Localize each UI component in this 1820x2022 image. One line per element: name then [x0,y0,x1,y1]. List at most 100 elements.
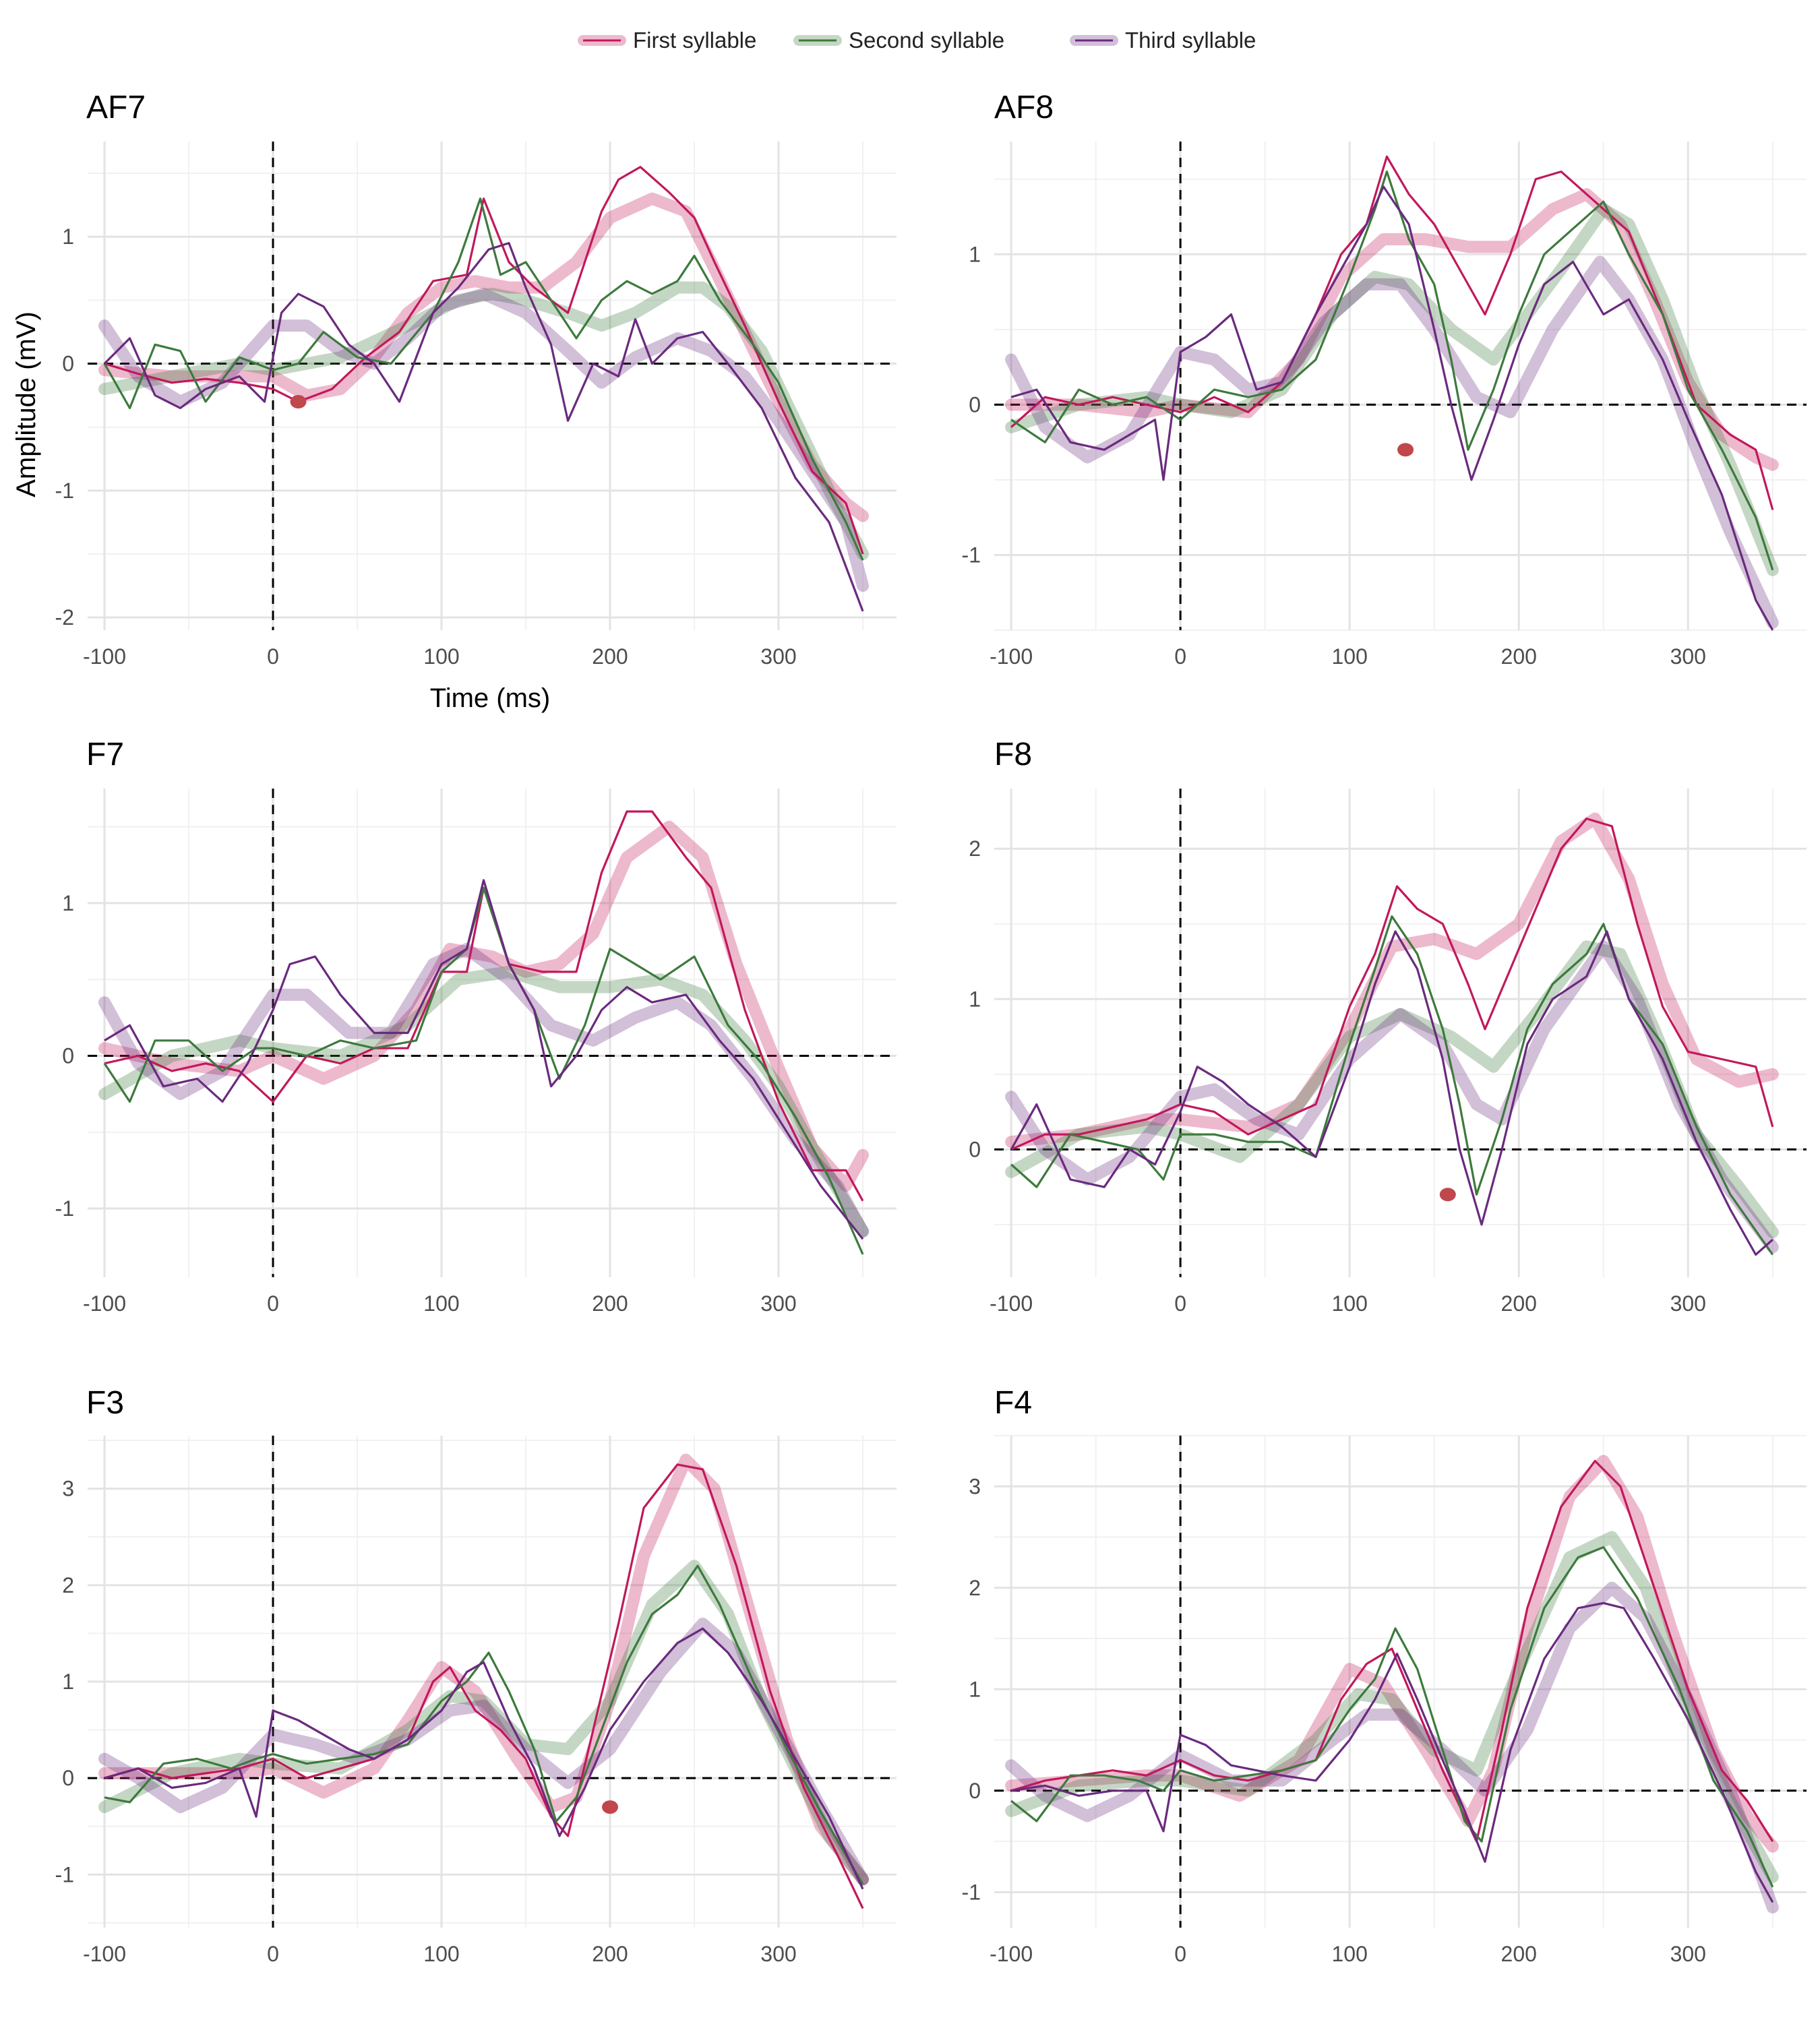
x-tick-label: 300 [760,644,796,669]
y-tick-label: 0 [969,392,981,417]
panel-f8: -100 0 100 200 300 0 1 2 F8 [969,737,1807,1316]
x-tick-label: 300 [760,1291,796,1316]
y-tick-label: 1 [969,242,981,266]
x-tick-label: 300 [760,1942,796,1966]
x-tick-label: 0 [1174,644,1186,669]
panel-title: F7 [86,737,124,772]
x-tick-label: -100 [83,1291,126,1316]
panel-title: F4 [994,1385,1032,1421]
series-second-smooth [1005,203,1779,576]
significance-marker [602,1800,618,1814]
series-second-raw [103,197,864,561]
legend-item-first: First syllable [578,28,756,53]
y-tick-label: -1 [55,1196,74,1221]
x-tick-label: 100 [423,1291,459,1316]
y-tick-label: 2 [969,1576,981,1600]
y-tick-label: 0 [62,1766,74,1790]
y-tick-label: 0 [62,1043,74,1068]
legend: First syllable Second syllable Third sylla… [578,28,1256,53]
y-tick-label: -1 [55,1862,74,1887]
x-tick-label: 200 [1501,1942,1537,1966]
legend-label: Second syllable [849,28,1004,53]
y-tick-label: 1 [62,224,74,249]
x-tick-label: 300 [1670,644,1706,669]
y-tick-label: 0 [969,1779,981,1803]
y-tick-label: 1 [969,987,981,1011]
x-tick-label: 200 [592,1942,628,1966]
significance-marker [1439,1188,1456,1202]
legend-label: Third syllable [1125,28,1256,53]
y-tick-label: -1 [962,1880,981,1904]
x-tick-label: 200 [1501,1291,1537,1316]
x-tick-label: 0 [1174,1942,1186,1966]
panel-f4: -100 0 100 200 300 -1 0 1 2 3 F4 [962,1385,1807,1966]
y-tick-label: 0 [969,1137,981,1161]
x-tick-label: 200 [1501,644,1537,669]
series-second-raw [104,1564,864,1885]
series-first-smooth [1005,812,1779,1148]
panel-f3: -100 0 100 200 300 -1 0 1 2 3 F3 [55,1385,897,1966]
series-second-smooth [1005,940,1779,1239]
x-axis-title: Time (ms) [430,683,550,713]
series-third-raw [1010,185,1774,631]
y-tick-label: 2 [969,836,981,861]
series-third-raw [1010,1601,1774,1903]
x-tick-label: 200 [592,1291,628,1316]
series-third-smooth [1005,940,1779,1254]
series-first-raw [1010,818,1774,1151]
panel-af8: -100 0 100 200 300 -1 0 1 AF8 [962,90,1807,669]
x-tick-label: 100 [1331,1942,1367,1966]
y-tick-label: 3 [969,1474,981,1498]
y-tick-label: 1 [62,1669,74,1694]
series-third-raw [104,1627,864,1890]
series-third-raw [1010,930,1773,1256]
series-second-smooth [98,281,869,560]
series-third-raw [104,879,864,1240]
panel-title: F8 [994,737,1032,772]
x-tick-label: 0 [1174,1291,1186,1316]
x-tick-label: 100 [1331,1291,1367,1316]
x-tick-label: -100 [990,1291,1033,1316]
series-first-raw [104,166,864,555]
y-axis-title: Amplitude (mV) [11,311,41,497]
series-first-raw [1010,1460,1774,1843]
x-tick-label: 200 [592,644,628,669]
legend-item-second: Second syllable [793,28,1004,53]
series-third-raw [103,242,864,612]
significance-marker [290,395,307,409]
x-tick-label: 100 [423,1942,459,1966]
panel-f7: -100 0 100 200 300 -1 0 1 F7 [55,737,897,1316]
legend-label: First syllable [633,28,756,53]
panel-af7: -100 0 100 200 300 -2 -1 0 1 AF7 [55,90,897,669]
x-tick-label: 100 [1331,644,1367,669]
panel-title: F3 [86,1385,124,1421]
y-tick-label: -1 [962,543,981,567]
legend-item-third: Third syllable [1070,28,1256,53]
x-tick-label: -100 [990,644,1033,669]
y-tick-label: -1 [55,479,74,503]
series-third-smooth [98,288,869,592]
x-tick-label: 300 [1670,1942,1706,1966]
x-tick-label: 0 [267,644,279,669]
series-first-raw [1010,155,1774,510]
series-second-raw [1010,1546,1774,1888]
series-second-raw [1010,171,1774,571]
x-tick-label: -100 [990,1942,1033,1966]
x-tick-label: -100 [83,644,126,669]
y-tick-label: 3 [62,1477,74,1501]
y-tick-label: -2 [55,605,74,630]
y-tick-label: 0 [62,352,74,376]
y-tick-label: 1 [969,1677,981,1701]
series-first-smooth [98,192,869,522]
y-tick-label: 2 [62,1573,74,1597]
y-tick-label: 1 [62,891,74,915]
series-first-smooth [98,820,869,1192]
series-second-raw [103,886,864,1255]
series-third-smooth [98,1618,869,1886]
panel-title: AF8 [994,90,1054,125]
x-tick-label: 0 [267,1942,279,1966]
x-tick-label: 100 [423,644,459,669]
x-tick-label: 300 [1670,1291,1706,1316]
